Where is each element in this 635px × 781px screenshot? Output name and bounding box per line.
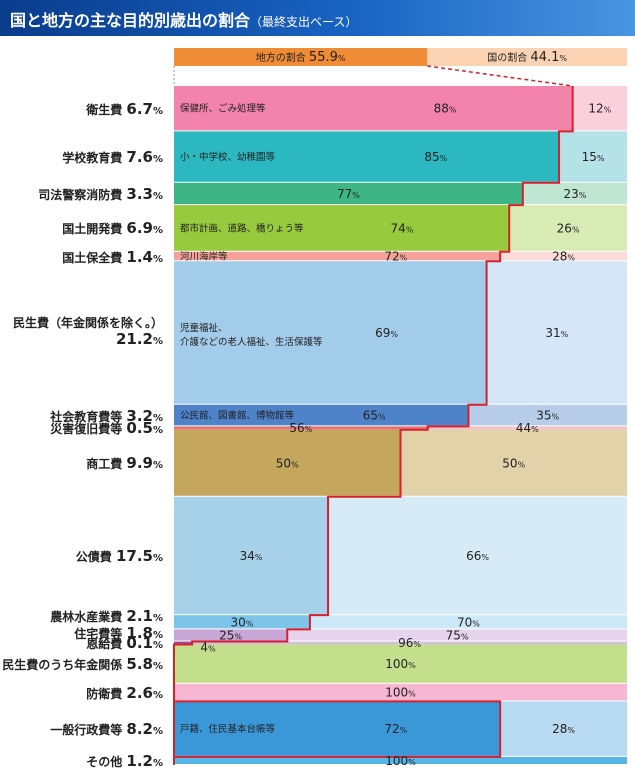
- national-pct-2: 23%: [563, 187, 586, 201]
- bar-local-5: [174, 261, 487, 404]
- category-label-13: 民生費のうち年金関係 5.8%: [2, 655, 163, 674]
- bar-local-2: [174, 182, 523, 205]
- bar-local-9: [174, 496, 329, 615]
- national-pct-8: 50%: [502, 456, 525, 470]
- category-label-16: その他 1.2%: [86, 751, 163, 770]
- total-connector-line: [427, 65, 573, 87]
- category-label-15: 一般行政費等 8.2%: [50, 720, 163, 739]
- note-3: 都市計画、道路、橋りょう等: [180, 222, 304, 234]
- bar-national-13: [174, 644, 627, 683]
- note-0: 保健所、ごみ処理等: [180, 103, 266, 115]
- local-pct-9: 34%: [240, 549, 263, 563]
- national-pct-4: 28%: [552, 250, 575, 264]
- total-local-label: 地方の割合 55.9%: [256, 50, 346, 65]
- national-pct-13: 100%: [385, 657, 416, 671]
- bar-national-4: [500, 251, 627, 261]
- national-pct-0: 12%: [588, 102, 611, 116]
- bar-local-11: [174, 629, 288, 641]
- national-pct-14: 100%: [385, 686, 416, 700]
- bar-national-14: [174, 683, 627, 701]
- bar-local-6: [174, 404, 469, 426]
- total-national-label: 国の割合 44.1%: [487, 50, 567, 65]
- bar-national-16: [174, 756, 627, 764]
- bar-local-15: [174, 701, 501, 756]
- category-label-6: 社会教育費等 3.2%: [50, 406, 163, 425]
- bar-national-2: [522, 182, 627, 205]
- note-15: 戸籍、住民基本台帳等: [180, 723, 276, 735]
- bar-local-7: [174, 426, 428, 430]
- bar-local-4: [174, 251, 501, 261]
- note-5-0: 児童福祉、: [180, 322, 228, 334]
- bar-local-1: [174, 131, 560, 182]
- bar-local-8: [174, 429, 401, 496]
- category-label-7: 災害復旧費等 0.5%: [50, 419, 163, 438]
- bar-national-0: [572, 86, 627, 131]
- category-label-8: 商工費 9.9%: [86, 454, 163, 473]
- category-label-11: 住宅費等 1.8%: [74, 624, 163, 643]
- note-4: 河川海岸等: [180, 251, 228, 263]
- bar-local-12: [174, 641, 193, 645]
- note-6: 公民館、図書館、博物館等: [180, 410, 295, 422]
- category-label-12: 恩給費 0.1%: [86, 634, 163, 653]
- local-pct-8: 50%: [276, 456, 299, 470]
- national-pct-1: 15%: [582, 150, 605, 164]
- bar-national-5: [486, 261, 627, 404]
- title-bar: 国と地方の主な目的別歳出の割合（最終支出ベース）: [0, 0, 635, 36]
- bar-national-8: [400, 429, 627, 496]
- bar-national-3: [509, 205, 627, 251]
- bar-local-3: [174, 205, 510, 251]
- national-pct-10: 70%: [457, 615, 480, 629]
- category-label-3: 国土開発費 6.9%: [62, 219, 163, 238]
- local-pct-5: 69%: [375, 326, 398, 340]
- chart-subtitle: （最終支出ベース）: [250, 15, 358, 29]
- note-1: 小・中学校、幼稚園等: [180, 151, 276, 163]
- category-label-2: 司法警察消防費 3.3%: [38, 184, 163, 203]
- national-pct-5: 31%: [545, 326, 568, 340]
- local-pct-15: 72%: [384, 722, 407, 736]
- national-pct-15: 28%: [552, 722, 575, 736]
- category-label-14: 防衛費 2.6%: [86, 683, 163, 702]
- note-5-1: 介護などの老人福祉、生活保護等: [180, 336, 323, 348]
- total-national-bar: [427, 48, 627, 66]
- bar-national-12: [192, 641, 627, 645]
- category-label-1: 学校教育費 7.6%: [62, 148, 163, 167]
- national-pct-16: 100%: [385, 754, 416, 768]
- bar-national-6: [468, 404, 627, 426]
- bar-national-11: [287, 629, 627, 641]
- category-label-5: 民生費（年金関係を除く。） 21.2%: [12, 315, 163, 348]
- category-label-10: 農林水産業費 2.1%: [50, 607, 163, 626]
- bar-national-7: [427, 426, 627, 430]
- bar-national-10: [309, 615, 627, 629]
- local-pct-6: 65%: [363, 409, 386, 423]
- national-pct-12: 96%: [398, 636, 421, 650]
- local-pct-12: 4%: [200, 641, 216, 655]
- local-pct-10: 30%: [231, 615, 254, 629]
- bar-national-9: [328, 496, 627, 615]
- national-pct-11: 75%: [446, 628, 469, 642]
- local-pct-1: 85%: [424, 150, 447, 164]
- bar-local-10: [174, 615, 310, 629]
- local-pct-2: 77%: [337, 187, 360, 201]
- local-pct-0: 88%: [434, 102, 457, 116]
- national-pct-6: 35%: [536, 409, 559, 423]
- bar-national-15: [500, 701, 627, 756]
- national-pct-3: 26%: [557, 221, 580, 235]
- total-local-bar: [174, 48, 428, 66]
- category-label-4: 国土保全費 1.4%: [62, 247, 163, 266]
- local-pct-11: 25%: [219, 628, 242, 642]
- local-pct-7: 56%: [289, 421, 312, 435]
- chart-title: 国と地方の主な目的別歳出の割合（最終支出ベース）: [10, 11, 358, 30]
- bar-local-0: [174, 86, 573, 131]
- bar-national-1: [559, 131, 627, 182]
- category-label-9: 公債費 17.5%: [75, 546, 163, 565]
- national-pct-7: 44%: [516, 421, 539, 435]
- category-label-0: 衛生費 6.7%: [86, 99, 163, 118]
- local-pct-4: 72%: [384, 250, 407, 264]
- local-pct-3: 74%: [391, 221, 414, 235]
- national-pct-9: 66%: [466, 549, 489, 563]
